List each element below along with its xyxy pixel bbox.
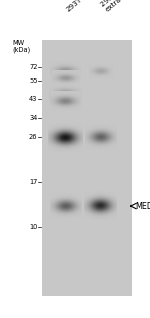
- Text: 72: 72: [29, 64, 38, 70]
- Text: MED10: MED10: [136, 202, 150, 211]
- Text: 26: 26: [29, 135, 38, 140]
- Text: 10: 10: [29, 225, 38, 230]
- Text: 17: 17: [29, 179, 38, 185]
- Text: 293T nuclear
extract: 293T nuclear extract: [100, 0, 144, 13]
- Bar: [42, 40, 132, 296]
- Text: MW
(kDa): MW (kDa): [13, 40, 31, 53]
- Text: 43: 43: [29, 96, 38, 102]
- Text: 34: 34: [29, 115, 38, 121]
- Text: 55: 55: [29, 78, 38, 84]
- Text: 293T: 293T: [65, 0, 83, 13]
